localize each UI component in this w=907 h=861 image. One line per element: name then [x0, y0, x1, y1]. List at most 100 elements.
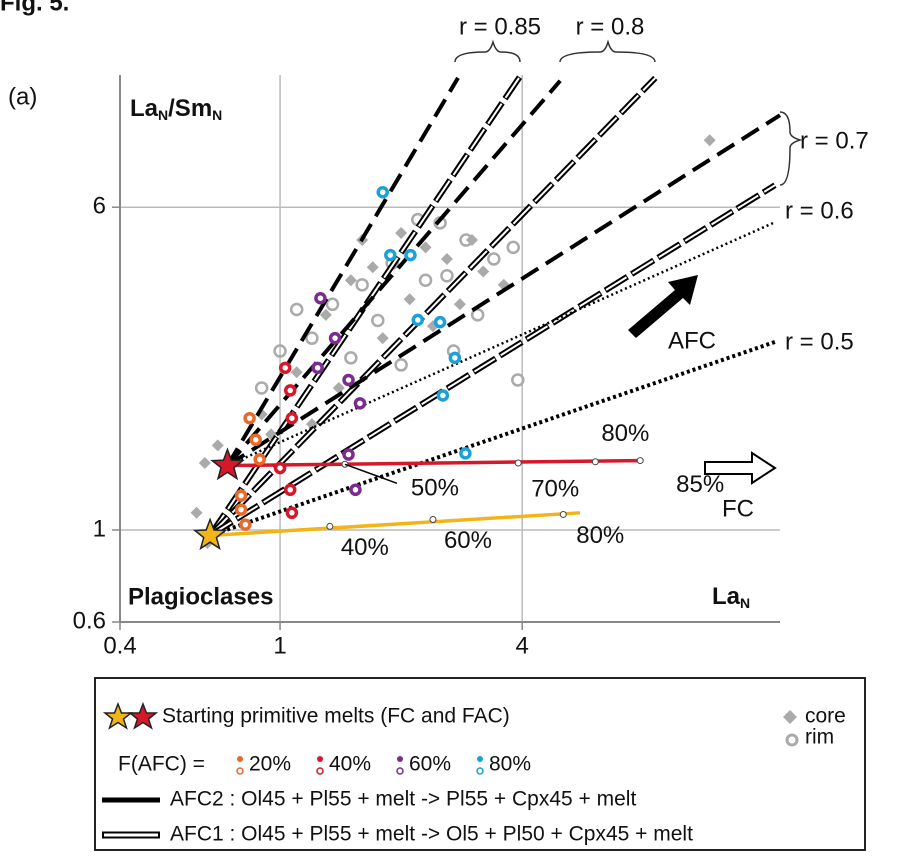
fc-step	[559, 510, 567, 518]
brace	[454, 39, 521, 63]
core-point	[332, 381, 345, 394]
afc-point	[273, 461, 287, 475]
core-point	[211, 439, 224, 452]
legend-marker	[476, 767, 484, 775]
rim-point	[325, 297, 340, 312]
x-label-part: N	[740, 595, 750, 611]
afc-point	[328, 331, 342, 345]
core-point	[190, 506, 203, 519]
y-label-part: N	[158, 107, 168, 123]
x-axis-label: LaN	[712, 583, 750, 610]
afc-point	[283, 384, 297, 397]
afc-point	[404, 248, 417, 262]
afc-point	[342, 373, 355, 387]
legend-box	[94, 677, 866, 851]
y-tick-label: 0.6	[73, 607, 106, 634]
rim-point	[371, 313, 385, 328]
legend-marker	[477, 756, 483, 762]
legend-marker	[397, 756, 403, 762]
starting-melt	[192, 517, 228, 551]
fc-line	[227, 458, 641, 468]
legend-marker	[785, 733, 799, 747]
r-label: r = 0.85	[459, 13, 541, 40]
rim-point	[273, 344, 287, 358]
rim-point	[470, 308, 485, 322]
afc-point	[353, 397, 367, 410]
core-point	[703, 134, 716, 147]
afc-point	[384, 248, 397, 262]
core-point	[419, 241, 432, 254]
rim-point	[506, 240, 520, 255]
afc-point	[459, 447, 472, 460]
annotation: Plagioclases	[128, 583, 273, 610]
legend-star	[127, 701, 159, 730]
fc-step-label: 80%	[601, 420, 649, 447]
legend-text: AFC1 : Ol45 + Pl55 + melt -> Ol5 + Pl50 …	[170, 823, 693, 846]
afc-line	[209, 77, 657, 537]
legend-text: F(AFC) =	[118, 753, 205, 776]
brace	[559, 39, 656, 63]
plot-area: 0.4 1 4 0.6 1 6 r = 0.85 r = 0.8 r = 0.7 r = 0.6 r…	[73, 13, 869, 659]
afc-line	[225, 79, 562, 467]
legend-entry: 60%	[409, 753, 451, 776]
afc-point	[243, 411, 256, 425]
starting-melt	[210, 447, 245, 481]
rim-point	[440, 269, 454, 283]
figure-label: Fig. 5.	[0, 0, 69, 16]
legend-afc-entries: 20% 40% 60% 80%	[236, 753, 531, 776]
legend-entry: 80%	[489, 753, 531, 776]
fc-step	[591, 458, 599, 466]
legend: Starting primitive melts (FC and FAC) co…	[94, 677, 866, 851]
afc-arrow-label: AFC	[668, 327, 716, 354]
afc-point	[234, 489, 248, 502]
fc-line	[209, 511, 581, 538]
afc-point	[249, 433, 262, 447]
legend-entry: rim	[805, 726, 834, 749]
legend-marker	[396, 767, 404, 775]
afc-line	[225, 76, 460, 467]
fc-step-label: 50%	[411, 475, 459, 502]
legend-star	[102, 701, 134, 730]
afc-point	[278, 361, 292, 375]
afc-point	[433, 315, 447, 329]
brace	[779, 111, 803, 186]
x-tick-label: 1	[273, 632, 286, 659]
rim-point	[394, 358, 408, 372]
afc-point	[285, 411, 299, 425]
legend-marker	[317, 756, 323, 762]
afc-line	[226, 113, 782, 468]
fc-step-label: 80%	[576, 522, 624, 549]
r-label: r = 0.6	[785, 197, 854, 224]
y-axis-label: LaN/SmN	[130, 95, 222, 122]
y-label-part: La	[130, 95, 159, 122]
rim-point	[254, 381, 269, 395]
legend-entry: core	[805, 705, 846, 728]
legend-marker	[236, 767, 244, 775]
afc-line	[209, 184, 776, 537]
core-point	[198, 457, 211, 470]
afc-point	[253, 453, 266, 466]
y-label-part: /Sm	[168, 95, 212, 122]
afc-point	[436, 389, 450, 402]
afc-point	[239, 518, 252, 531]
core-point	[395, 226, 408, 239]
rim-point	[289, 302, 304, 317]
core-point	[440, 253, 453, 266]
rim-point	[418, 273, 433, 288]
fc-step	[429, 515, 437, 523]
fc-step	[326, 522, 334, 530]
fc-step-label: 40%	[341, 534, 389, 561]
afc-point	[234, 503, 248, 516]
afc-point	[376, 185, 389, 199]
core-point	[453, 298, 466, 311]
rim-point	[459, 233, 473, 247]
core-point	[403, 293, 416, 306]
legend-marker	[237, 756, 243, 762]
core-point	[477, 265, 490, 278]
afc-point	[283, 483, 297, 497]
afc-arrow	[628, 275, 698, 338]
core-point	[344, 274, 357, 287]
r-label: r = 0.7	[800, 127, 869, 154]
